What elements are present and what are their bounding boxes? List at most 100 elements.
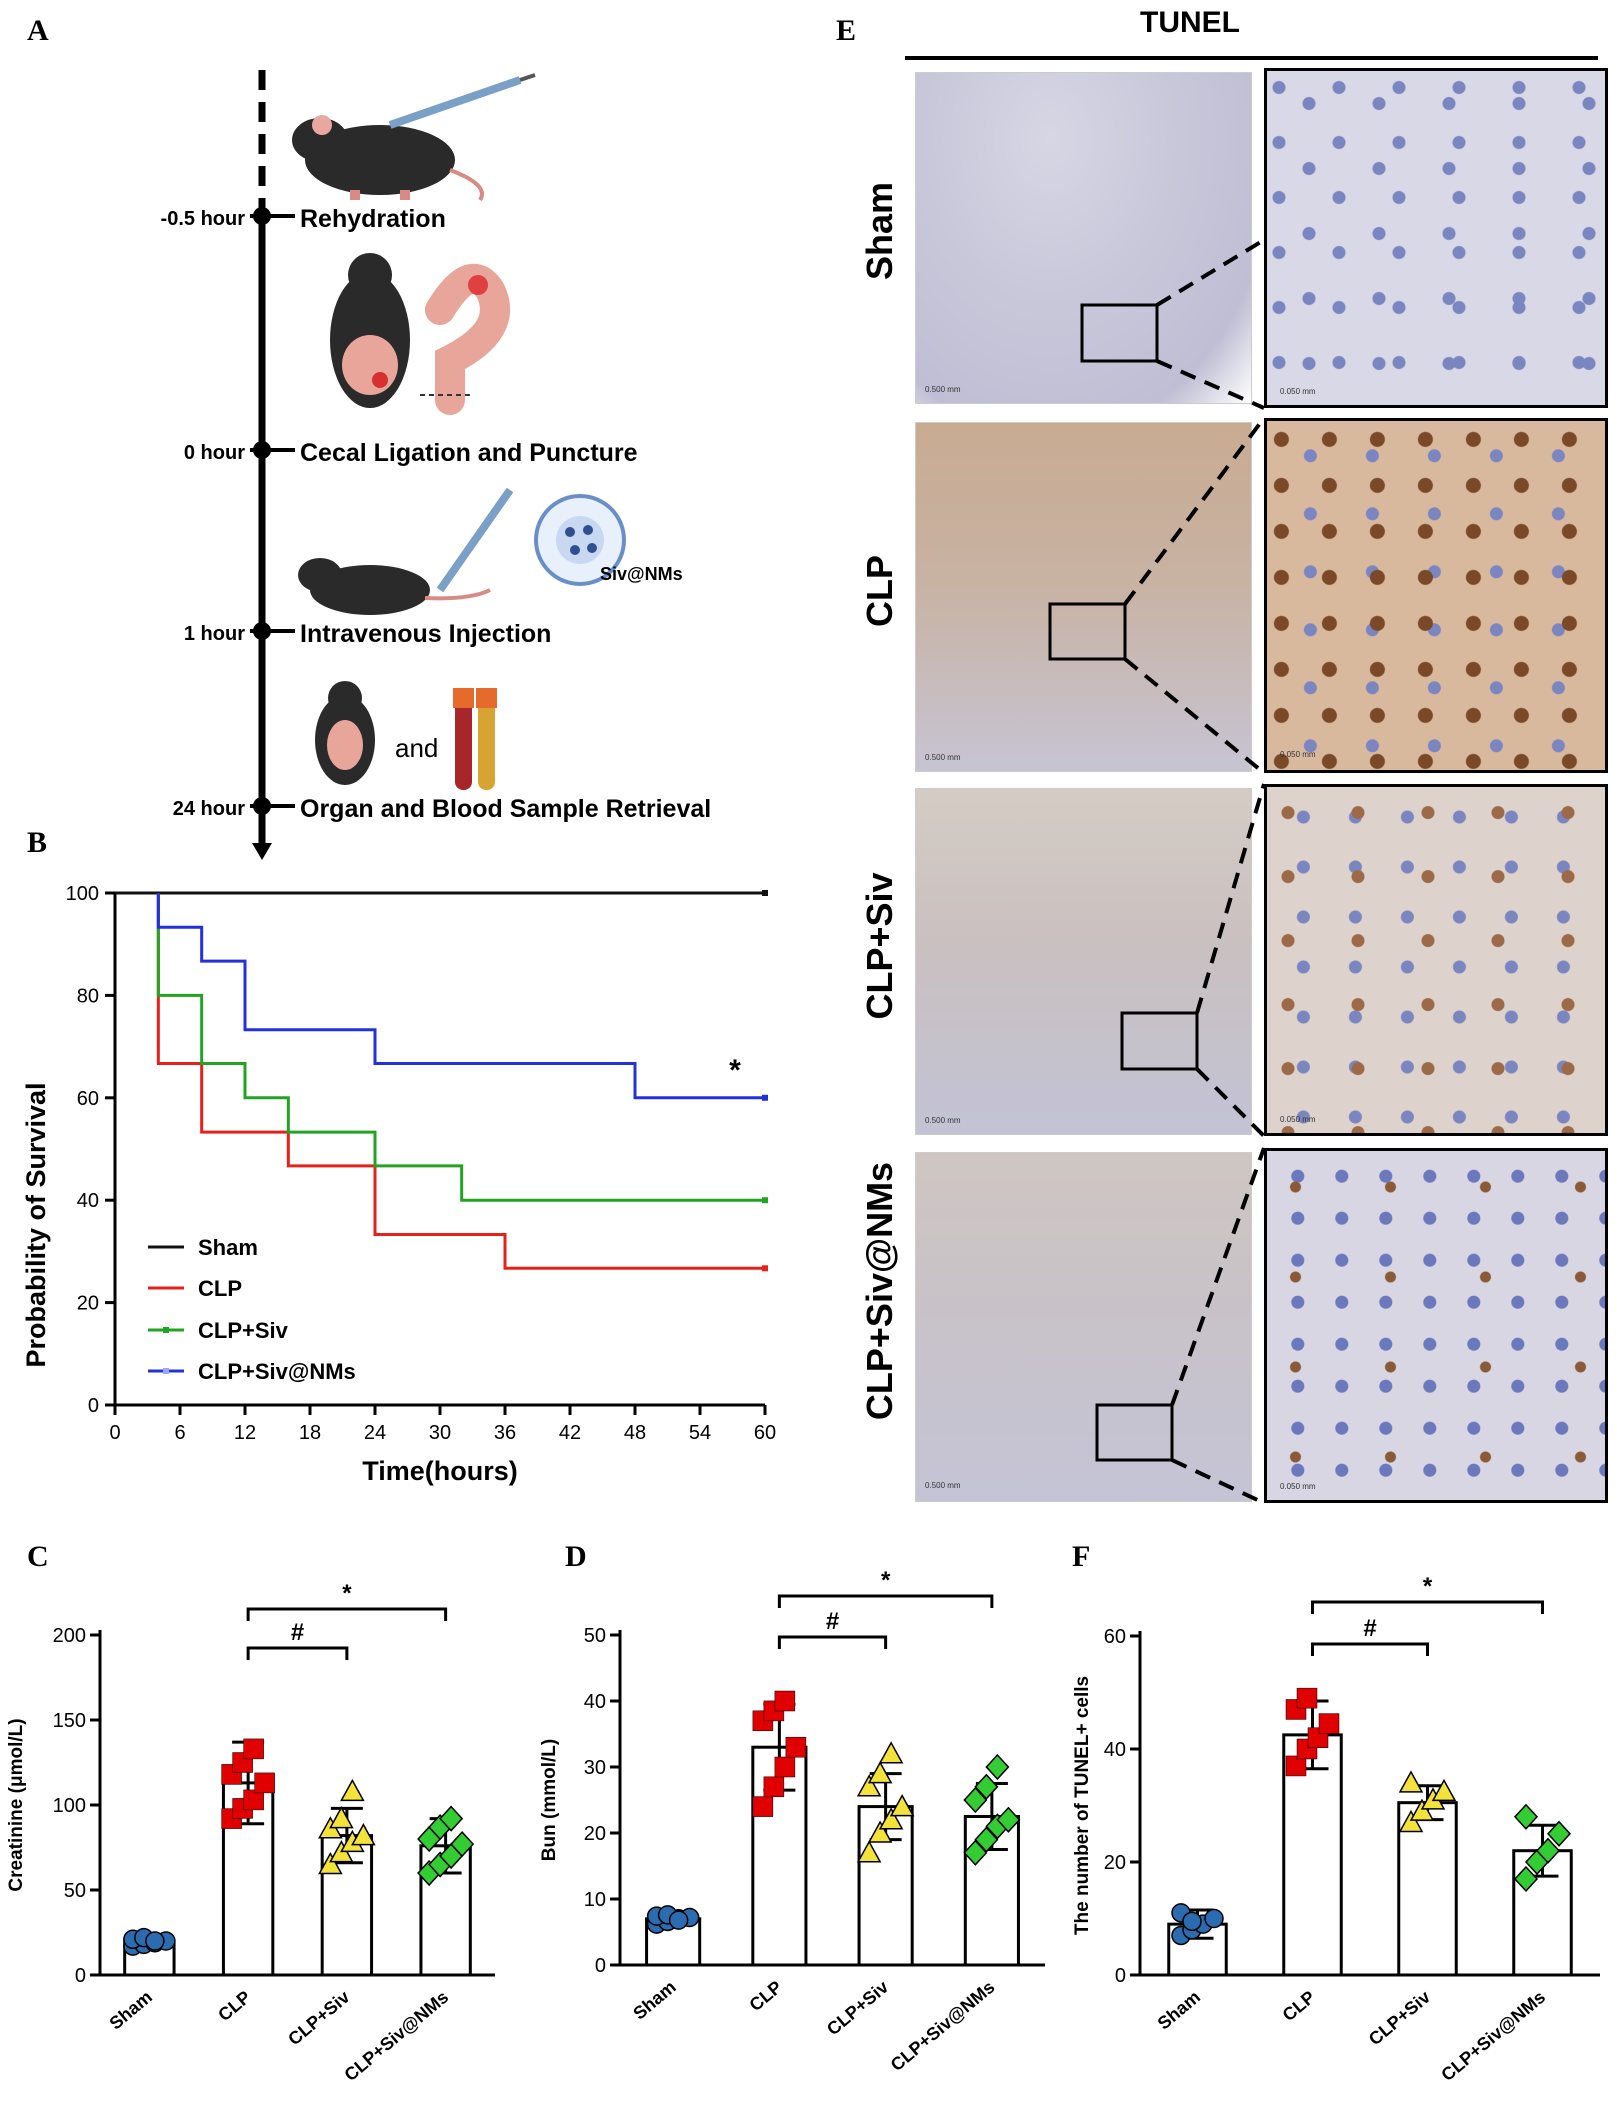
data-point — [763, 1776, 785, 1798]
data-point — [963, 1839, 988, 1866]
x-tick-label: 6 — [174, 1422, 185, 1444]
y-tick-label: 40 — [1104, 1739, 1126, 1761]
y-tick-label: 0 — [1115, 1965, 1126, 1987]
legend-sham: Sham — [198, 1235, 258, 1260]
y-axis-label: Bun (mmol/L) — [539, 1739, 560, 1861]
legend-clp-siv: CLP+Siv — [198, 1318, 289, 1343]
data-point — [329, 1806, 354, 1829]
comparison-bracket — [246, 1646, 349, 1660]
scale-bar-lo: 0.500 mm — [925, 1116, 961, 1125]
tunel-row-label-clp-siv-nms: CLP+Siv@NMs — [859, 1161, 900, 1421]
comparison-bracket — [777, 1635, 888, 1649]
data-point — [254, 1772, 275, 1794]
y-tick-label: 0 — [75, 1965, 86, 1987]
y-tick-label: 100 — [66, 883, 99, 905]
panel-label-a: A — [27, 14, 49, 47]
data-point — [1535, 1837, 1561, 1864]
x-tick-label: 60 — [754, 1422, 776, 1444]
y-tick-label: 50 — [64, 1880, 86, 1902]
censor-mark — [762, 1094, 768, 1101]
data-point — [243, 1789, 264, 1811]
panel-label-e: E — [836, 14, 857, 47]
scale-bar-hi: 0.050 mm — [1280, 750, 1316, 759]
data-point — [668, 1910, 689, 1930]
data-point — [774, 1690, 796, 1712]
scale-bar-hi: 0.050 mm — [1280, 387, 1316, 396]
y-tick-label: 20 — [1104, 1852, 1126, 1874]
x-tick-label: CLP — [746, 1977, 786, 2015]
survival-line-clp-siv-nms — [156, 893, 765, 1100]
comparison-bracket — [1311, 1600, 1544, 1614]
and-text: and — [395, 733, 438, 763]
data-point — [1296, 1687, 1318, 1709]
data-point — [1398, 1809, 1424, 1833]
timeline-arrowhead — [252, 843, 272, 860]
y-tick-label: 60 — [77, 1088, 99, 1110]
data-point — [785, 1736, 807, 1758]
y-tick-label: 80 — [77, 985, 99, 1007]
data-point — [1182, 1911, 1202, 1932]
x-tick-label: 54 — [689, 1422, 711, 1444]
data-point — [1285, 1755, 1307, 1777]
timeline-diagram: -0.5 hour Rehydration 0 hour Cecal Ligat… — [161, 70, 711, 860]
survival-chart: 0 20 40 60 80 100 0 6 12 18 24 30 36 42 48 54 60 * Time(… — [21, 883, 776, 1486]
panel-label-b: B — [27, 826, 48, 859]
tunel-highmag-clp — [1264, 418, 1608, 773]
timeline-time-1: 0 hour — [184, 442, 245, 464]
legend-clp: CLP — [198, 1276, 242, 1301]
tunel-count-chart: 0 20 40 60 The number of TUNEL+ cells Sham CLP… — [1072, 1573, 1600, 2085]
y-axis-label: The number of TUNEL+ cells — [1072, 1676, 1093, 1935]
data-point — [351, 1823, 376, 1846]
y-tick-label: 10 — [584, 1889, 606, 1911]
scale-bar-lo: 0.500 mm — [925, 385, 961, 394]
x-tick-label: CLP+Siv — [823, 1977, 892, 2040]
data-point — [974, 1826, 999, 1853]
comparison-bracket — [1311, 1642, 1429, 1656]
data-point — [1546, 1820, 1572, 1847]
timeline-time-3: 24 hour — [173, 798, 245, 820]
data-point — [1513, 1803, 1539, 1830]
x-tick-label: 24 — [364, 1422, 386, 1444]
y-tick-label: 150 — [53, 1710, 86, 1732]
y-tick-label: 100 — [53, 1795, 86, 1817]
y-tick-label: 20 — [584, 1823, 606, 1845]
data-point — [1204, 1908, 1224, 1929]
censor-mark — [762, 890, 768, 896]
comparison-label: * — [881, 1567, 891, 1594]
censor-mark — [762, 1265, 768, 1272]
x-tick-label: CLP+Siv@NMs — [340, 1987, 452, 2085]
x-axis-label: Time(hours) — [362, 1456, 518, 1486]
tunel-lowmag-clp — [915, 422, 1252, 772]
tunel-row-label-clp-siv: CLP+Siv — [859, 872, 900, 1020]
timeline-axis — [252, 70, 272, 860]
tunel-lowmag-clp-siv — [915, 788, 1252, 1135]
y-tick-label: 60 — [1104, 1626, 1126, 1648]
x-tick-label: CLP+Siv@NMs — [1437, 1987, 1549, 2085]
x-tick-label: CLP+Siv@NMs — [887, 1977, 999, 2075]
x-tick-label: Sham — [1154, 1987, 1204, 2034]
survival-line-clp-siv — [156, 893, 765, 1202]
data-point — [1398, 1770, 1424, 1793]
y-tick-label: 0 — [595, 1955, 606, 1977]
data-point — [974, 1773, 999, 1800]
timeline-label-0: Rehydration — [300, 205, 446, 233]
tunel-row-label-clp: CLP — [859, 555, 900, 627]
y-axis-label: Creatinine (μmol/L) — [6, 1718, 27, 1891]
timeline-label-2: Intravenous Injection — [300, 620, 551, 648]
data-point — [439, 1805, 464, 1832]
censor-mark — [762, 1197, 768, 1204]
data-point — [752, 1796, 774, 1817]
y-tick-label: 200 — [53, 1625, 86, 1647]
creatinine-chart: 0 50 100 150 200 Creatinine (μmol/L) Sham CLP CL… — [6, 1580, 495, 2085]
data-point — [996, 1806, 1021, 1833]
tunel-title-rule — [905, 56, 1598, 60]
data-point — [243, 1738, 264, 1760]
panel-label-d: D — [565, 1540, 587, 1573]
x-tick-label: 18 — [299, 1422, 321, 1444]
timeline-label-3: Organ and Blood Sample Retrieval — [300, 795, 711, 823]
x-tick-label: CLP — [1279, 1987, 1319, 2025]
timeline-time-2: 1 hour — [184, 623, 245, 645]
y-tick-label: 40 — [77, 1190, 99, 1212]
legend: Sham CLP CLP+Siv CLP+Siv@NMs — [148, 1235, 356, 1384]
data-point — [318, 1851, 343, 1875]
